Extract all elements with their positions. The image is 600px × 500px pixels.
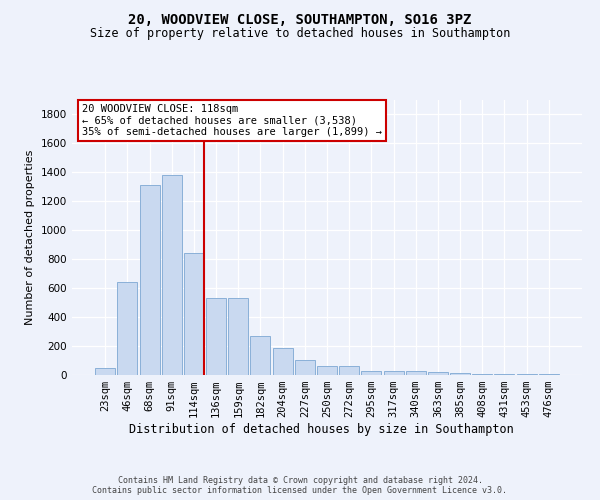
Bar <box>428 372 448 375</box>
Bar <box>472 374 492 375</box>
Text: Distribution of detached houses by size in Southampton: Distribution of detached houses by size … <box>128 422 514 436</box>
Bar <box>206 298 226 375</box>
Bar <box>317 366 337 375</box>
Text: 20, WOODVIEW CLOSE, SOUTHAMPTON, SO16 3PZ: 20, WOODVIEW CLOSE, SOUTHAMPTON, SO16 3P… <box>128 12 472 26</box>
Bar <box>250 336 271 375</box>
Bar <box>295 360 315 375</box>
Bar <box>140 186 160 375</box>
Text: 20 WOODVIEW CLOSE: 118sqm
← 65% of detached houses are smaller (3,538)
35% of se: 20 WOODVIEW CLOSE: 118sqm ← 65% of detac… <box>82 104 382 138</box>
Bar <box>339 366 359 375</box>
Text: Size of property relative to detached houses in Southampton: Size of property relative to detached ho… <box>90 28 510 40</box>
Bar <box>450 373 470 375</box>
Bar <box>494 374 514 375</box>
Bar <box>539 374 559 375</box>
Bar <box>361 370 382 375</box>
Bar <box>406 372 426 375</box>
Text: Contains HM Land Registry data © Crown copyright and database right 2024.
Contai: Contains HM Land Registry data © Crown c… <box>92 476 508 495</box>
Y-axis label: Number of detached properties: Number of detached properties <box>25 150 35 325</box>
Bar <box>184 254 204 375</box>
Bar <box>95 368 115 375</box>
Bar <box>272 348 293 375</box>
Bar <box>118 282 137 375</box>
Bar <box>162 176 182 375</box>
Bar <box>383 370 404 375</box>
Bar <box>228 298 248 375</box>
Bar <box>517 374 536 375</box>
